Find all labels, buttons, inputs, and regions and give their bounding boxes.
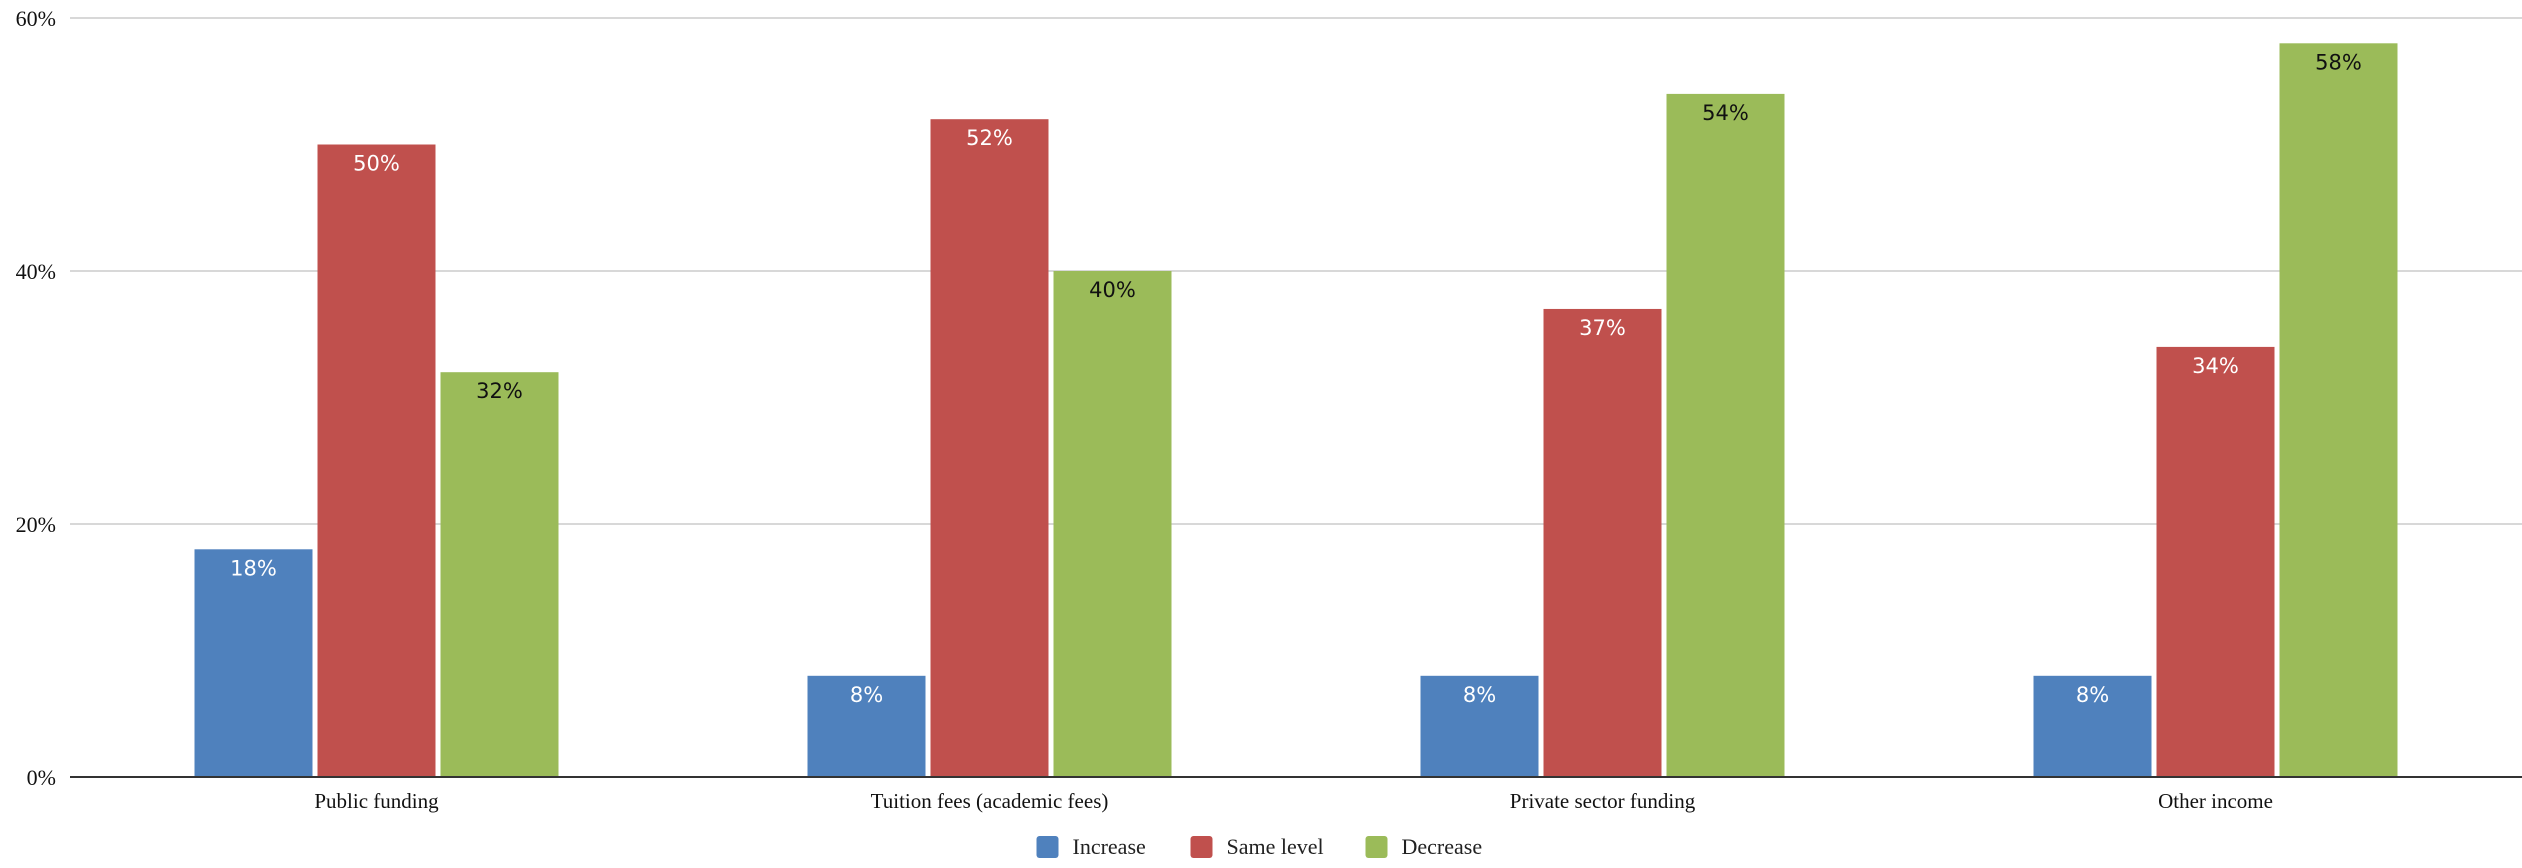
data-label: 52% [966, 126, 1013, 150]
x-axis: Public funding Tuition fees (academic fee… [70, 776, 2522, 813]
legend-label: Increase [1073, 834, 1146, 859]
y-tick-label: 0% [27, 765, 56, 790]
y-tick-label: 60% [16, 6, 56, 31]
legend-swatch [1036, 836, 1059, 858]
data-labels: 18% 50% 32% 8% 52% 40% 8% 37% 54% 8% 34% 58% [230, 50, 2362, 707]
y-tick-label: 20% [16, 512, 56, 537]
legend-label: Decrease [1402, 834, 1483, 859]
data-label: 40% [1089, 278, 1136, 302]
bar [2033, 675, 2152, 777]
bars [194, 43, 2398, 778]
bar [1420, 675, 1539, 777]
legend-swatch [1190, 836, 1213, 858]
bar [440, 372, 559, 777]
bar [1543, 308, 1662, 777]
data-label: 8% [2076, 683, 2109, 707]
bar [194, 549, 313, 777]
data-label: 8% [850, 683, 883, 707]
data-label: 54% [1702, 101, 1749, 125]
x-tick-label: Other income [2158, 789, 2273, 813]
bar [930, 119, 1049, 777]
data-label: 32% [476, 379, 523, 403]
data-label: 34% [2192, 354, 2239, 378]
bar [1053, 271, 1172, 777]
bar [317, 144, 436, 777]
bar [2279, 43, 2398, 778]
legend-label: Same level [1227, 834, 1324, 859]
y-tick-label: 40% [16, 259, 56, 284]
gridlines [70, 17, 2522, 525]
data-label: 37% [1579, 316, 1626, 340]
legend-swatch [1365, 836, 1388, 858]
bar [2156, 346, 2275, 777]
data-label: 8% [1463, 683, 1496, 707]
x-tick-label: Tuition fees (academic fees) [871, 789, 1109, 813]
x-tick-label: Public funding [314, 789, 439, 813]
data-label: 18% [230, 556, 277, 580]
y-axis-ticks: 0% 20% 40% 60% [16, 6, 56, 790]
bar [807, 675, 926, 777]
bar [1666, 93, 1785, 777]
legend: Increase Same level Decrease [1036, 834, 1483, 859]
x-tick-label: Private sector funding [1510, 789, 1696, 813]
data-label: 58% [2315, 50, 2362, 74]
data-label: 50% [353, 152, 400, 176]
